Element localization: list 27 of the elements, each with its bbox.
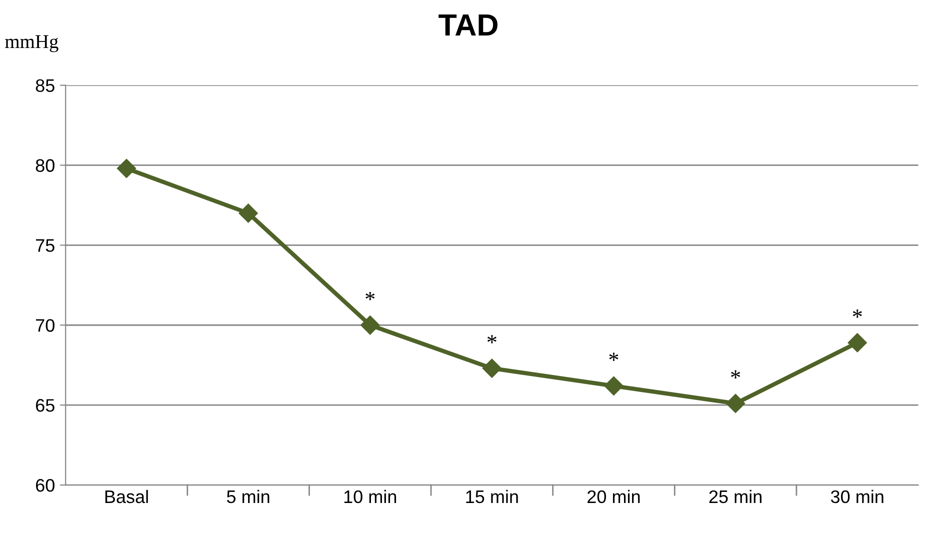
x-tick-label: 5 min xyxy=(226,490,270,504)
point xyxy=(482,358,502,378)
point xyxy=(848,333,867,352)
x-tick-label: 25 min xyxy=(709,490,762,504)
y-tick-label: 65 xyxy=(36,399,54,412)
x-tick-label: 15 min xyxy=(466,490,518,504)
annotation: * xyxy=(366,292,375,300)
x-tick-label: Basal xyxy=(105,490,148,504)
y-tick-label: 70 xyxy=(36,319,54,332)
y-tick-label: 80 xyxy=(36,159,54,172)
point xyxy=(604,376,624,396)
annotation: * xyxy=(609,352,618,361)
point xyxy=(726,394,746,414)
annotation: * xyxy=(731,370,740,378)
y-tick-label: 60 xyxy=(36,478,54,492)
annotation: * xyxy=(852,310,862,318)
point xyxy=(238,204,258,223)
x-tick-label: 10 min xyxy=(344,490,396,504)
annotation: * xyxy=(487,335,496,344)
chart-title: TAD xyxy=(438,14,498,36)
x-tick-label: 30 min xyxy=(830,490,884,504)
y-axis-title: mmHg xyxy=(5,35,58,52)
y-tick-label: 85 xyxy=(36,79,54,92)
point xyxy=(360,316,380,335)
x-tick-label: 20 min xyxy=(588,490,640,504)
y-tick-label: 75 xyxy=(36,239,54,252)
point xyxy=(116,158,136,178)
